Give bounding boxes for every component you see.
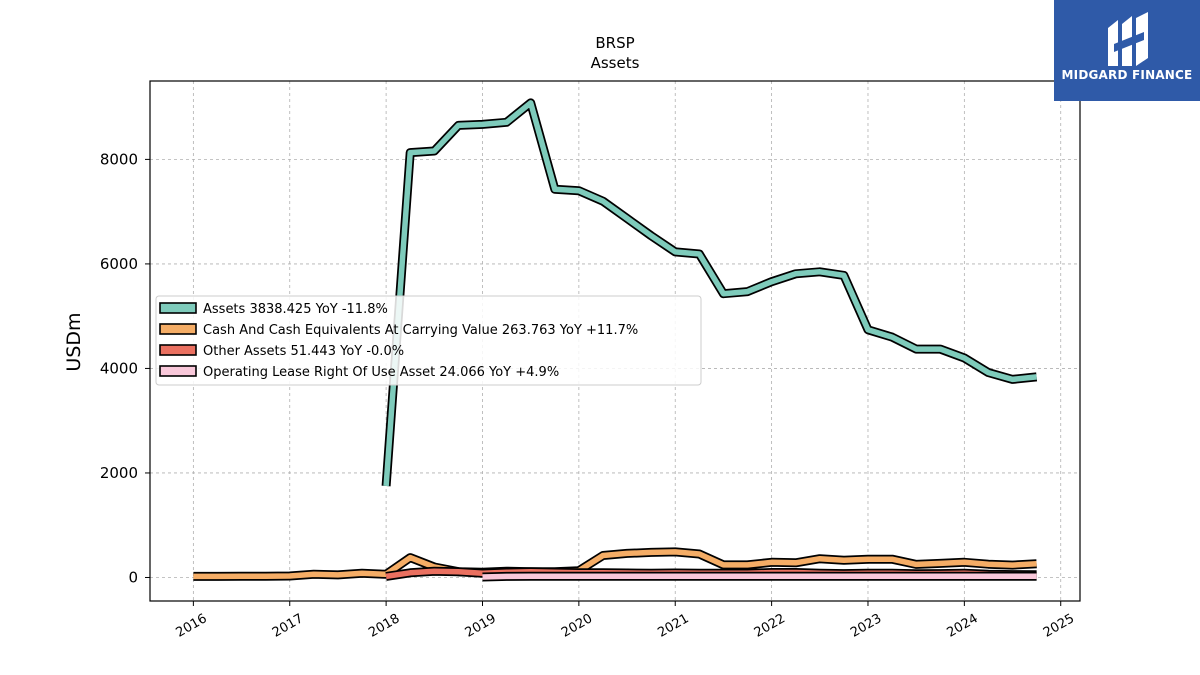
y-axis-label: USDm [63, 312, 85, 371]
y-tick-label: 2000 [100, 464, 138, 482]
y-tick-label: 8000 [100, 150, 138, 168]
legend-label: Assets 3838.425 YoY -11.8% [203, 302, 388, 317]
legend-label: Operating Lease Right Of Use Asset 24.06… [203, 365, 559, 380]
y-axis-ticks: 0 2000 4000 6000 8000 [100, 150, 150, 586]
series-lines [193, 98, 1038, 582]
legend-box [155, 295, 702, 386]
y-tick-label: 4000 [100, 359, 138, 377]
legend-swatch [159, 365, 197, 377]
chart-title: BRSP [595, 34, 634, 52]
plot-frame [149, 80, 1081, 602]
chart-subtitle: Assets [591, 54, 640, 72]
legend-swatch [159, 344, 197, 356]
series-line-cash-and-cash-equivalents-at-carrying-value [193, 549, 1037, 580]
series-line-assets [383, 100, 1037, 487]
legend-label: Cash And Cash Equivalents At Carrying Va… [203, 323, 638, 338]
legend: Assets 3838.425 YoY -11.8% Cash And Cash … [155, 295, 702, 386]
y-tick-label: 0 [128, 568, 138, 586]
legend-swatch [159, 323, 197, 335]
brand-logo: MIDGARD FINANCE [1054, 0, 1200, 101]
y-tick-label: 6000 [100, 255, 138, 273]
series-line-operating-lease-right-of-use-asset [482, 573, 1037, 580]
legend-swatch [159, 302, 197, 314]
midgard-logo-icon [1108, 12, 1148, 66]
legend-label: Other Assets 51.443 YoY -0.0% [203, 344, 404, 359]
brand-name: MIDGARD FINANCE [1061, 68, 1193, 82]
